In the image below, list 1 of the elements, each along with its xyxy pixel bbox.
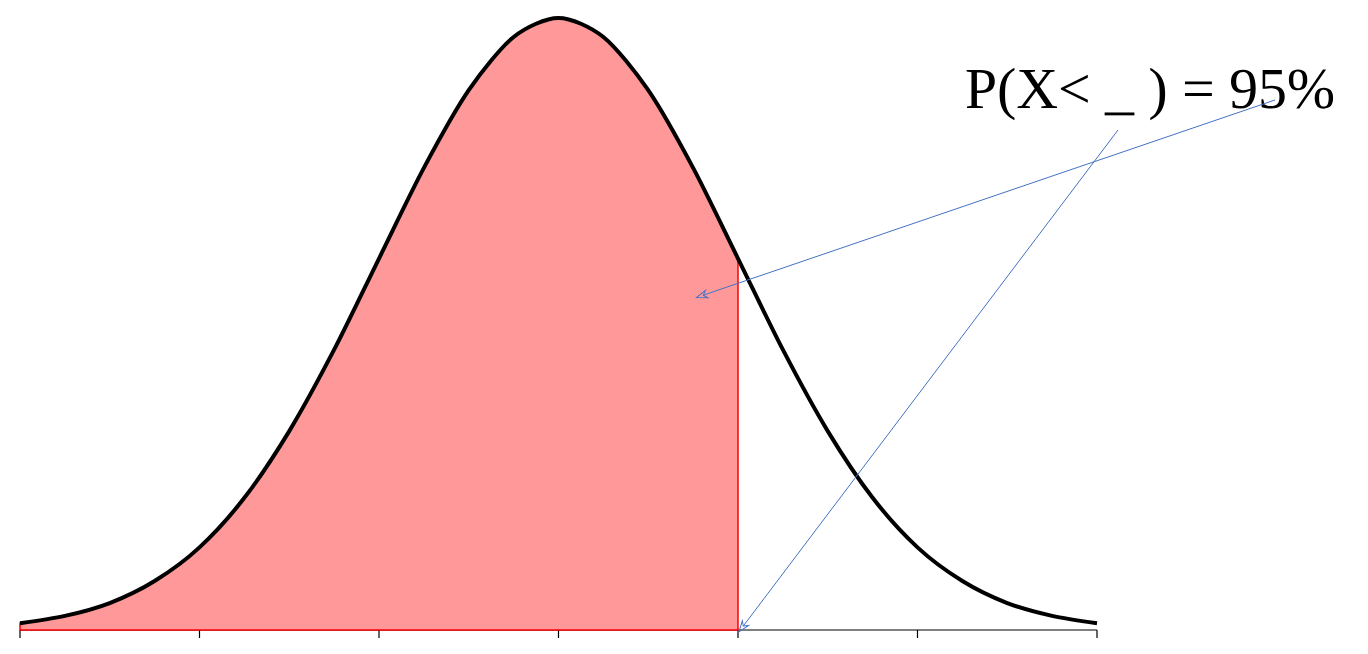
annotation: P(X< _ ) = 95%	[966, 67, 1334, 121]
